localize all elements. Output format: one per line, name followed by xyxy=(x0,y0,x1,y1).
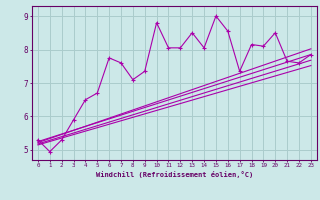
X-axis label: Windchill (Refroidissement éolien,°C): Windchill (Refroidissement éolien,°C) xyxy=(96,171,253,178)
